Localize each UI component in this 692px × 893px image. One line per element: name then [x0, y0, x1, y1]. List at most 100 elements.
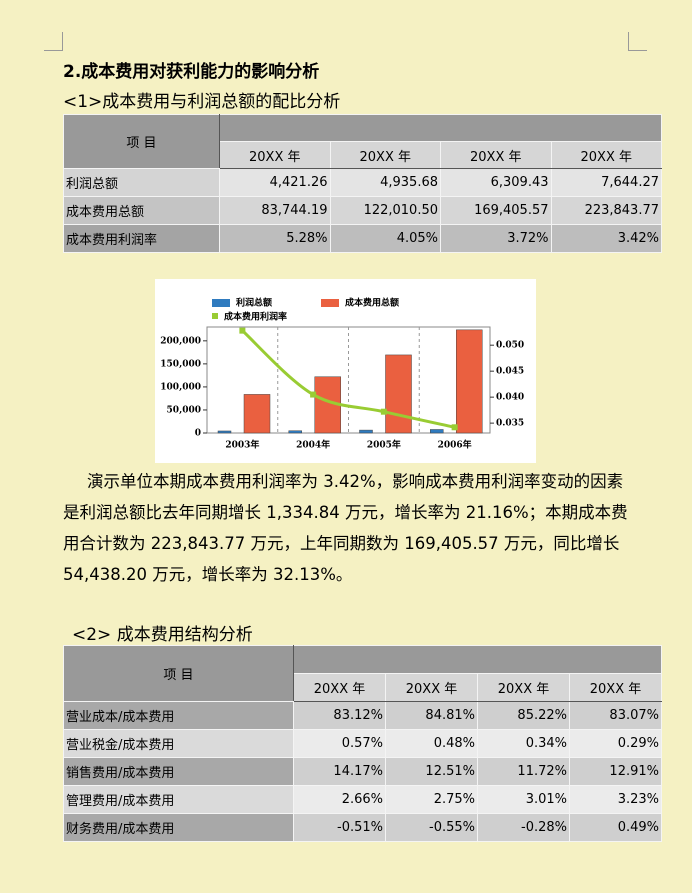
header-row: 20XX 年 20XX 年 20XX 年 20XX 年 — [64, 673, 662, 702]
x-tick-label: 2004年 — [296, 439, 330, 451]
bar — [456, 329, 483, 434]
header-blank — [219, 114, 662, 142]
value-cell: 0.34% — [477, 729, 570, 758]
value-cell: -0.51% — [293, 813, 386, 842]
row-label: 财务费用/成本费用 — [63, 813, 294, 842]
row-label: 成本费用总额 — [63, 196, 220, 225]
column-header: 20XX 年 — [569, 673, 662, 702]
legend-swatch — [212, 313, 218, 319]
value-cell: 5.28% — [219, 224, 331, 253]
legend-label: 成本费用总额 — [345, 297, 399, 309]
value-cell: 0.29% — [569, 729, 662, 758]
row-label: 管理费用/成本费用 — [63, 785, 294, 814]
value-cell: 14.17% — [293, 757, 386, 786]
value-cell: 7,644.27 — [550, 168, 662, 197]
y2-tick-label: 0.035 — [496, 419, 524, 429]
value-cell: 6,309.43 — [440, 168, 552, 197]
table-row: 成本费用利润率 5.28% 4.05% 3.72% 3.42% — [63, 224, 662, 253]
value-cell: 83.12% — [293, 701, 386, 730]
y2-tick-label: 0.050 — [496, 341, 524, 351]
column-header: 20XX 年 — [385, 673, 478, 702]
y2-tick-label: 0.045 — [496, 367, 524, 377]
header-row: 项 目 — [63, 114, 662, 169]
x-tick-label: 2003年 — [225, 439, 259, 451]
y-tick-label: 150,000 — [160, 359, 201, 369]
row-label: 成本费用利润率 — [63, 224, 220, 253]
x-tick-label: 2006年 — [438, 439, 472, 451]
line-marker — [239, 327, 246, 334]
bar — [385, 354, 412, 434]
table-row: 营业成本/成本费用 83.12% 84.81% 85.22% 83.07% — [63, 701, 662, 730]
value-cell: 4.05% — [329, 224, 441, 253]
value-cell: 0.48% — [385, 729, 478, 758]
value-cell: 0.49% — [569, 813, 662, 842]
value-cell: 11.72% — [477, 757, 570, 786]
value-cell: 2.75% — [385, 785, 478, 814]
bar — [359, 429, 373, 434]
x-tick-label: 2005年 — [367, 439, 401, 451]
line-marker — [310, 391, 317, 398]
value-cell: 122,010.50 — [329, 196, 441, 225]
y-tick-label: 0 — [195, 429, 201, 439]
table-row: 利润总额 4,421.26 4,935.68 6,309.43 7,644.27 — [63, 168, 662, 197]
value-cell: 223,843.77 — [550, 196, 662, 225]
row-label: 营业成本/成本费用 — [63, 701, 294, 730]
value-cell: 3.42% — [550, 224, 662, 253]
paragraph: 演示单位本期成本费用利润率为 3.42%，影响成本费用利润率变动的因素是利润总额… — [63, 472, 628, 584]
row-label: 销售费用/成本费用 — [63, 757, 294, 786]
table-row: 成本费用总额 83,744.19 122,010.50 169,405.57 223,8… — [63, 196, 662, 225]
column-header: 20XX 年 — [550, 141, 662, 169]
value-cell: 2.66% — [293, 785, 386, 814]
heading: 2.成本费用对获利能力的影响分析 — [63, 62, 320, 82]
value-cell: 84.81% — [385, 701, 478, 730]
value-cell: 4,421.26 — [219, 168, 331, 197]
row-label: 利润总额 — [63, 168, 220, 197]
table-head: 项 目 20XX 年 20XX 年 20XX 年 20XX 年 — [63, 114, 662, 169]
section-title: <2> 成本费用结构分析 — [72, 625, 253, 645]
line-marker — [451, 424, 458, 431]
value-cell: 0.57% — [293, 729, 386, 758]
table-row: 营业税金/成本费用 0.57% 0.48% 0.34% 0.29% — [63, 729, 662, 758]
bar — [217, 430, 232, 434]
column-header: 20XX 年 — [477, 673, 570, 702]
column-header: 20XX 年 — [440, 141, 552, 169]
value-cell: 83,744.19 — [219, 196, 331, 225]
value-cell: 3.23% — [569, 785, 662, 814]
table-row: 财务费用/成本费用 -0.51% -0.55% -0.28% 0.49% — [63, 813, 662, 842]
table-head: 项 目 20XX 年 20XX 年 20XX 年 20XX 年 — [63, 645, 662, 702]
bar — [288, 430, 302, 434]
value-cell: 83.07% — [569, 701, 662, 730]
header-cell: 项 目 — [63, 645, 294, 702]
value-cell: 85.22% — [477, 701, 570, 730]
y-tick-label: 50,000 — [167, 405, 201, 415]
table-body: 营业成本/成本费用 83.12% 84.81% 85.22% 83.07% 营业税金/成本… — [63, 701, 662, 842]
value-cell: -0.55% — [385, 813, 478, 842]
header-row: 项 目 — [63, 645, 662, 702]
column-header: 20XX 年 — [329, 141, 441, 169]
value-cell: -0.28% — [477, 813, 570, 842]
value-cell: 4,935.68 — [329, 168, 441, 197]
bar — [314, 376, 341, 434]
header-cell: 项 目 — [63, 114, 220, 169]
header-blank — [293, 645, 662, 674]
corner-mark — [44, 32, 63, 51]
line — [241, 329, 455, 429]
table-body: 利润总额 4,421.26 4,935.68 6,309.43 7,644.27 成本费用… — [63, 168, 662, 253]
legend-swatch — [212, 299, 230, 307]
value-cell: 12.51% — [385, 757, 478, 786]
section-title: <1>成本费用与利润总额的配比分析 — [63, 92, 341, 112]
value-cell: 169,405.57 — [440, 196, 552, 225]
legend-label: 利润总额 — [235, 297, 272, 309]
header-row: 20XX 年 20XX 年 20XX 年 20XX 年 — [64, 141, 662, 169]
y2-tick-label: 0.040 — [496, 393, 524, 403]
chart: 0 50,000 100,000 150,000 200,000 0.035 0.040 0.… — [155, 279, 536, 463]
bar — [243, 394, 271, 434]
y-tick-label: 100,000 — [160, 382, 201, 392]
table-row: 销售费用/成本费用 14.17% 12.51% 11.72% 12.91% — [63, 757, 662, 786]
table: 项 目 20XX 年 20XX 年 20XX 年 20XX 年利润总额 4,421.26 4… — [63, 114, 662, 253]
corner-mark — [628, 32, 647, 51]
table: 项 目 20XX 年 20XX 年 20XX 年 20XX 年营业成本/成本费用 83.1… — [63, 645, 662, 842]
line-marker — [380, 408, 387, 415]
legend-swatch — [321, 299, 339, 307]
